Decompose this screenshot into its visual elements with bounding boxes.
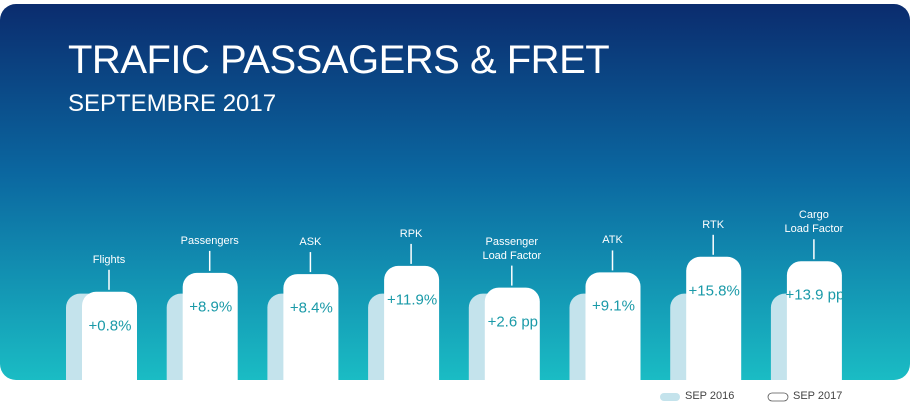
category-label: Flights: [92, 253, 126, 266]
value-label: +13.9 pp: [785, 286, 845, 304]
category-label: RTK: [702, 218, 725, 231]
legend-swatch: [660, 393, 680, 401]
legend-label: SEP 2016: [685, 390, 735, 402]
legend-label: SEP 2017: [793, 390, 843, 402]
category-label: RPK: [399, 227, 423, 240]
chart-title: TRAFIC PASSAGERS & FRET: [68, 38, 610, 82]
category-label: Cargo Load Factor: [784, 209, 844, 236]
bar: [585, 272, 641, 380]
category-label: Passenger Load Factor: [482, 235, 542, 262]
category-label: ASK: [299, 236, 322, 249]
bar: [686, 256, 742, 380]
bar: [484, 287, 540, 380]
bar: [384, 265, 440, 380]
value-label: +9.1%: [592, 297, 635, 315]
category-label: Passengers: [180, 234, 239, 247]
legend-swatch: [767, 392, 789, 402]
value-label: +8.9%: [189, 298, 233, 316]
bar: [283, 274, 339, 380]
bar: [786, 261, 842, 380]
bar: [182, 272, 238, 380]
value-label: +2.6 pp: [487, 313, 539, 331]
value-label: +8.4%: [289, 299, 333, 317]
category-label: ATK: [602, 234, 623, 247]
value-label: +0.8%: [88, 317, 132, 335]
value-label: +15.8%: [688, 282, 740, 300]
value-label: +11.9%: [387, 291, 438, 309]
chart-subtitle: SEPTEMBRE 2017: [68, 90, 277, 117]
bar: [82, 291, 137, 380]
